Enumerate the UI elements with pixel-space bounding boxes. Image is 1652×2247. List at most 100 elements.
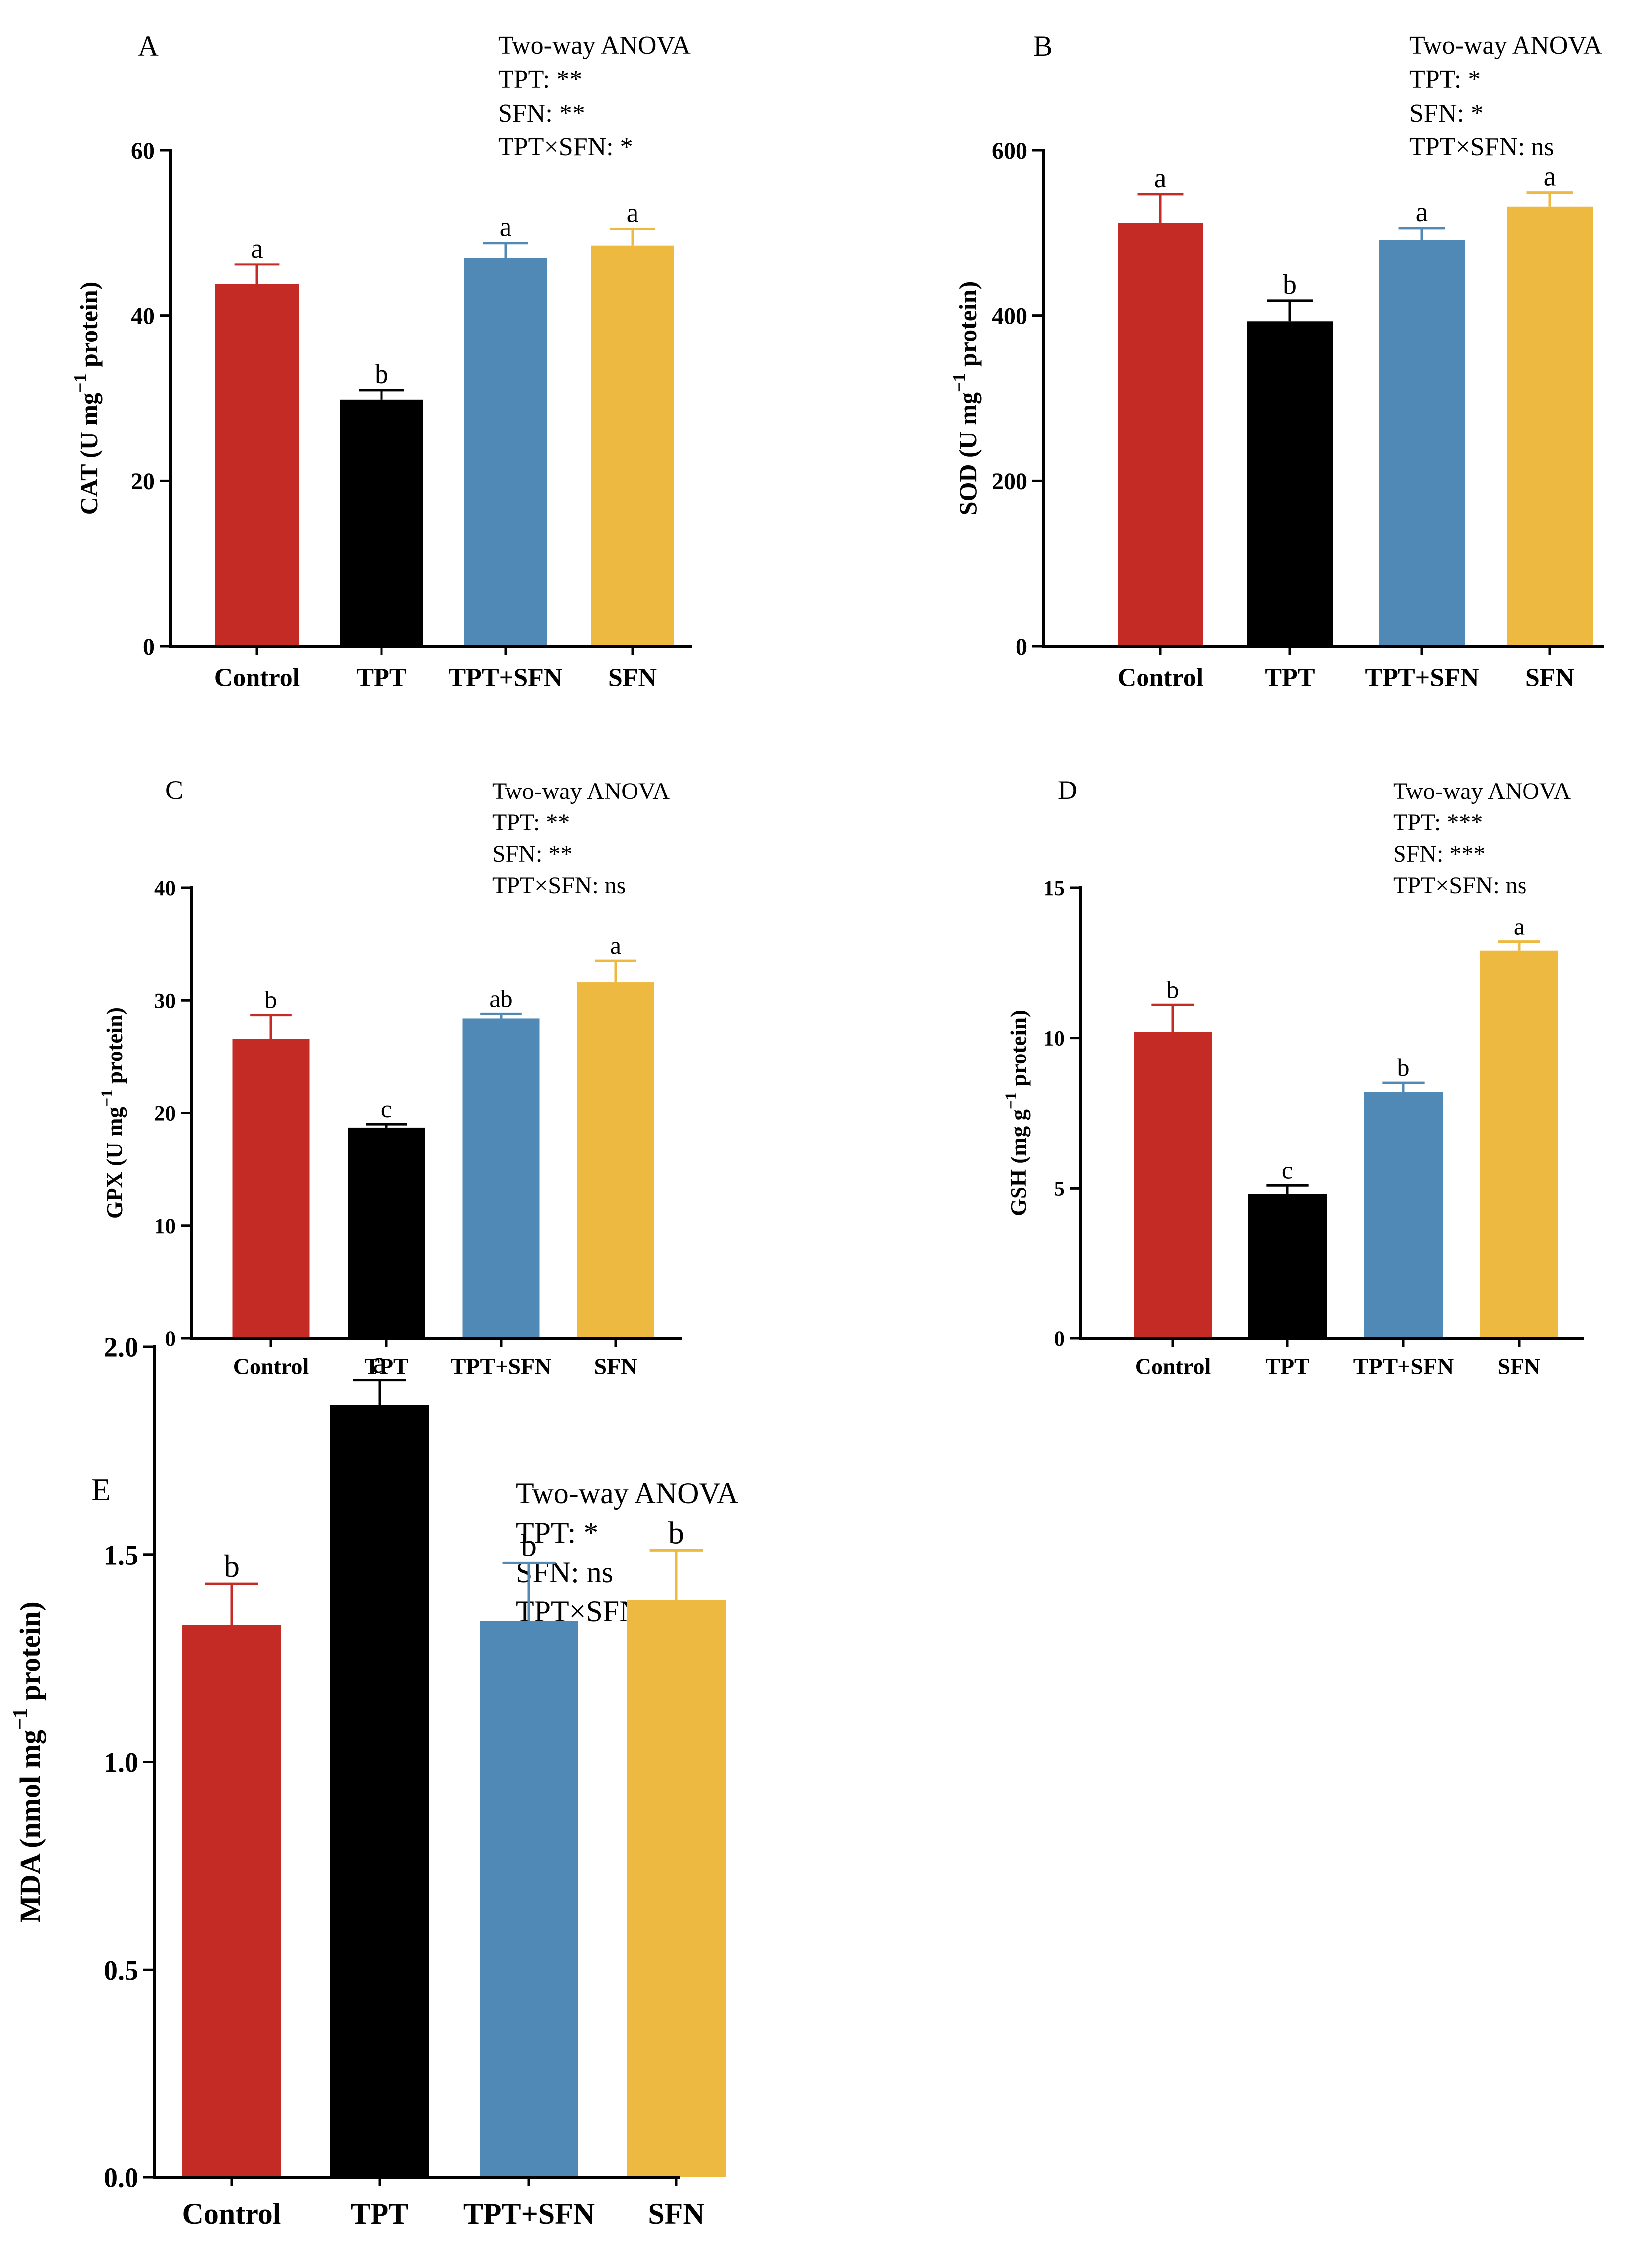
panel-b-x-tick-label-control: Control: [1118, 664, 1203, 692]
panel-a-bar-sfn: [591, 245, 674, 646]
panel-a-bar-control: [215, 284, 299, 646]
panel-c-anova-line-3: TPT×SFN: ns: [492, 872, 626, 899]
panel-c-bar-sfn: [577, 982, 654, 1338]
panel-d-y-tick-label-0: 0: [1054, 1327, 1065, 1351]
panel-a-error-bar-sfn: [610, 228, 655, 246]
panel-e-y-axis-label: MDA (nmol mg−1 protein): [9, 1601, 46, 1923]
panel-d-x-tick-label-tpt-sfn: TPT+SFN: [1353, 1353, 1454, 1379]
panel-d-x-tick-label-sfn: SFN: [1498, 1353, 1541, 1379]
panel-e-x-tick-label-tpt: TPT: [351, 2197, 409, 2230]
panel-e-error-bar-tpt: [353, 1379, 406, 1405]
panel-e-x-tick-label-sfn: SFN: [648, 2197, 704, 2230]
panel-d-sig-letter-sfn: a: [1514, 913, 1525, 940]
panel-a-x-tick-label-tpt: TPT: [356, 664, 406, 692]
panel-e-sig-letter-control: b: [224, 1548, 240, 1584]
panel-c-sig-letter-tpt: c: [381, 1095, 392, 1123]
panel-d-error-bar-tpt: [1266, 1184, 1309, 1194]
panel-d-bar-sfn: [1480, 950, 1558, 1338]
panel-a: A Two-way ANOVA TPT: ** SFN: ** TPT×SFN: * a C…: [70, 30, 692, 692]
panel-e-sig-letter-tpt-sfn: b: [521, 1527, 537, 1563]
panel-d-y-tick-label-15: 15: [1043, 877, 1065, 900]
panel-d-y-axis-label-sup: −1: [1002, 1092, 1020, 1109]
panel-e-bar-sfn: [627, 1600, 726, 2177]
panel-c-y-tick-label-40: 40: [154, 877, 176, 900]
panel-a-anova-line-1: TPT: **: [498, 65, 582, 94]
panel-a-anova-line-0: Two-way ANOVA: [498, 31, 691, 60]
panel-e-y-axis-label-main: MDA (nmol mg: [14, 1730, 46, 1923]
panel-d: D Two-way ANOVA TPT: *** SFN: *** TPT×SFN: n…: [1002, 775, 1584, 1379]
panel-d-sig-letter-tpt-sfn: b: [1398, 1054, 1410, 1081]
panel-b-y-axis-label: SOD (U mg−1 protein): [949, 281, 982, 516]
panel-e-y-axis-label-sup: −1: [9, 1708, 32, 1730]
panel-a-anova-line-2: SFN: **: [498, 99, 585, 128]
panel-d-y-axis-label-tail: protein): [1006, 1010, 1031, 1092]
panel-c-sig-letter-sfn: a: [610, 931, 621, 959]
panel-b-bar-tpt-sfn: [1379, 240, 1465, 647]
panel-a-letter: A: [138, 30, 159, 62]
panel-a-sig-letter-sfn: a: [627, 198, 639, 229]
panel-e-anova-line-2: SFN: ns: [516, 1556, 613, 1588]
panel-d-y-tick-label-5: 5: [1054, 1177, 1065, 1200]
panel-e-y-axis-label-tail: protein): [14, 1601, 46, 1708]
panel-e-y-tick-label-1-5: 1.5: [104, 1540, 138, 1571]
panel-e-sig-letter-sfn: b: [668, 1515, 684, 1550]
panel-a-y-tick-label-40: 40: [131, 303, 155, 329]
panel-c-x-tick-label-control: Control: [233, 1353, 309, 1379]
panel-c-sig-letter-tpt-sfn: ab: [489, 984, 512, 1012]
panel-e-y-tick-label-0-0: 0.0: [104, 2163, 138, 2194]
panel-a-x-tick-label-tpt-sfn: TPT+SFN: [449, 664, 563, 692]
panel-e-error-bar-sfn: [649, 1549, 703, 1600]
panel-b-sig-letter-tpt: b: [1283, 269, 1297, 300]
panel-c-bar-control: [232, 1039, 310, 1338]
panel-b-letter: B: [1033, 30, 1053, 62]
panel-c-error-bar-sfn: [595, 959, 636, 983]
panel-c-error-bar-tpt: [366, 1123, 407, 1128]
panel-c-bar-tpt: [348, 1127, 425, 1338]
panel-e-anova-line-1: TPT: *: [516, 1516, 598, 1549]
panel-d-bar-tpt: [1248, 1194, 1327, 1338]
panel-a-anova-line-3: TPT×SFN: *: [498, 133, 633, 161]
panel-c-sig-letter-control: b: [265, 986, 277, 1014]
panel-c-y-axis-label: GPX (U mg−1 protein): [98, 1007, 127, 1219]
panel-d-anova-line-3: TPT×SFN: ns: [1393, 872, 1526, 899]
panel-a-x-tick-label-sfn: SFN: [608, 664, 657, 692]
panel-b-y-tick-label-400: 400: [992, 303, 1027, 329]
panel-b-axes: [1042, 149, 1604, 648]
panel-b-bar-sfn: [1507, 206, 1593, 646]
panel-b-y-axis-label-tail: protein): [954, 281, 982, 373]
panel-d-y-axis-label: GSH (mg g−1 protein): [1002, 1010, 1031, 1216]
panel-c-anova-line-1: TPT: **: [492, 809, 570, 836]
panel-d-axes: [1079, 886, 1584, 1340]
panel-e-sig-letter-tpt: a: [373, 1345, 386, 1380]
panel-b-sig-letter-control: a: [1154, 163, 1167, 194]
panel-d-error-bar-sfn: [1498, 940, 1540, 951]
panel-b-y-tick-label-600: 600: [992, 138, 1027, 164]
panel-b-error-bar-tpt: [1267, 299, 1313, 322]
panel-c-anova-line-0: Two-way ANOVA: [492, 778, 670, 804]
panel-e-error-bar-control: [205, 1582, 258, 1625]
panel-c-x-tick-label-sfn: SFN: [594, 1353, 637, 1379]
panel-a-y-tick-label-20: 20: [131, 468, 155, 495]
panel-e-error-bar-tpt-sfn: [502, 1561, 556, 1621]
panel-b-error-bar-tpt-sfn: [1398, 227, 1445, 240]
panel-a-error-bar-tpt-sfn: [483, 242, 528, 258]
panel-c-y-tick-label-0: 0: [165, 1327, 176, 1351]
panel-b-x-tick-label-tpt: TPT: [1265, 664, 1315, 692]
panel-b-sig-letter-sfn: a: [1544, 161, 1556, 192]
panel-d-anova-line-2: SFN: ***: [1393, 841, 1485, 867]
panel-c-y-tick-label-10: 10: [154, 1215, 176, 1238]
panel-d-sig-letter-tpt: c: [1282, 1156, 1293, 1184]
panel-c-letter: C: [165, 775, 183, 805]
panel-b-x-tick-label-sfn: SFN: [1525, 664, 1574, 692]
panel-b-anova-line-1: TPT: *: [1409, 65, 1481, 94]
panel-e-bar-tpt-sfn: [480, 1621, 578, 2177]
panel-c-anova-line-2: SFN: **: [492, 841, 572, 867]
panel-c-error-bar-tpt-sfn: [480, 1012, 522, 1019]
panel-a-x-tick-label-control: Control: [214, 664, 300, 692]
panel-b-bar-control: [1118, 223, 1203, 646]
panel-d-sig-letter-control: b: [1167, 975, 1179, 1003]
panel-c-y-axis-label-sup: −1: [98, 1089, 116, 1107]
panel-d-anova-line-1: TPT: ***: [1393, 809, 1483, 836]
